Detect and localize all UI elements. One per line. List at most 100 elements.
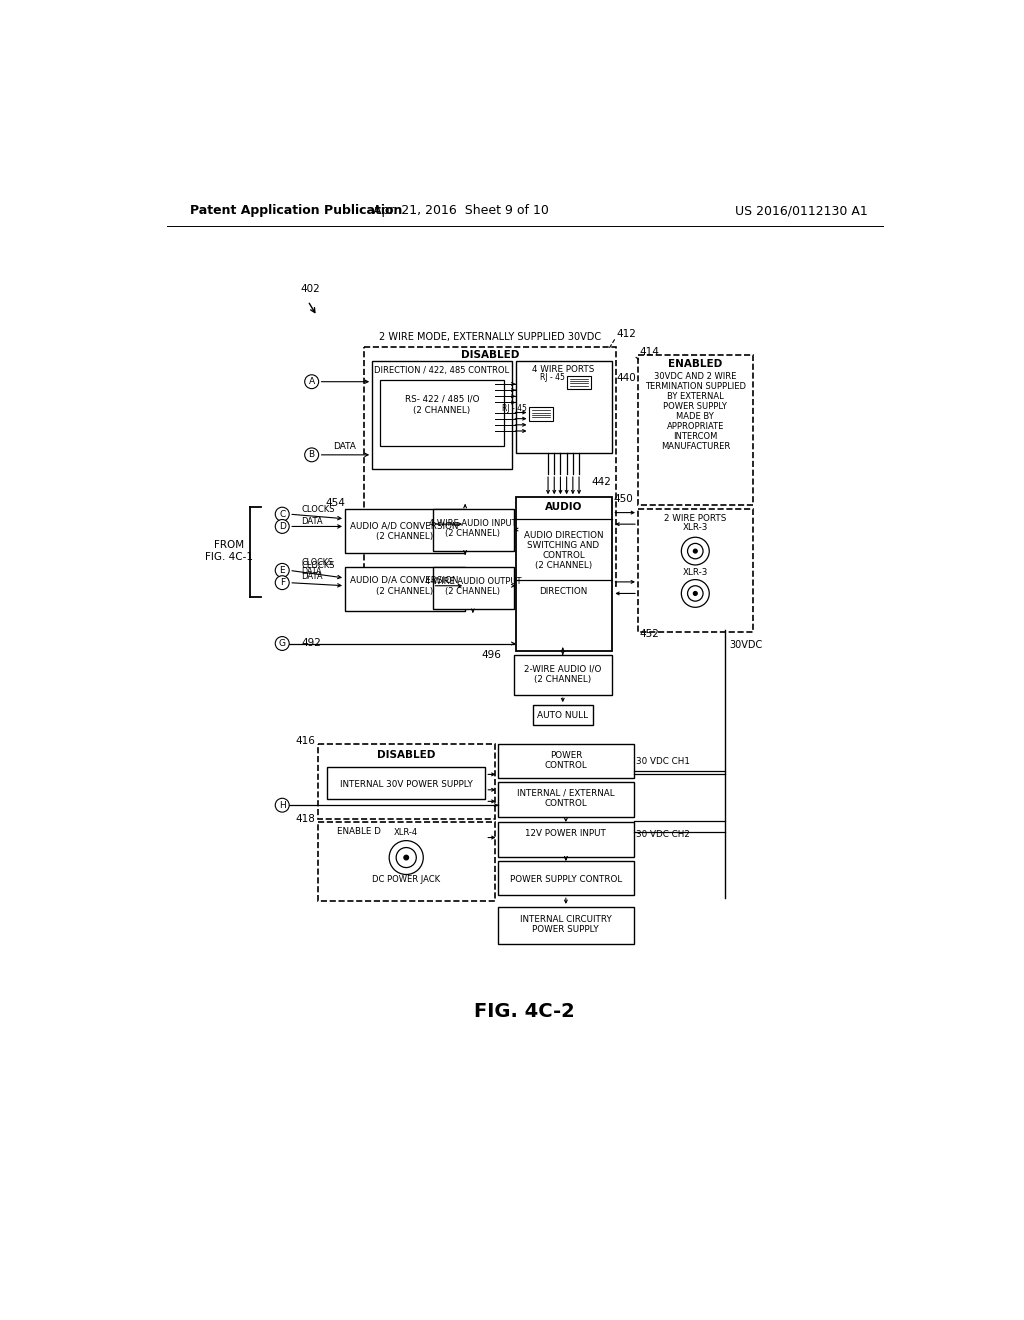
Text: INTERNAL / EXTERNAL: INTERNAL / EXTERNAL	[517, 788, 614, 797]
Text: 12V POWER INPUT: 12V POWER INPUT	[525, 829, 606, 838]
Text: D: D	[279, 521, 286, 531]
Text: AUDIO D/A CONVERSION: AUDIO D/A CONVERSION	[350, 576, 459, 585]
Bar	[328, 767, 485, 799]
Text: AUDIO: AUDIO	[545, 502, 583, 512]
Text: A: A	[308, 378, 314, 387]
Text: 442: 442	[592, 477, 611, 487]
Bar	[499, 907, 634, 944]
Bar	[432, 566, 514, 609]
Text: FROM
FIG. 4C-1: FROM FIG. 4C-1	[205, 540, 253, 562]
Text: ENABLED: ENABLED	[669, 359, 722, 370]
Text: H: H	[279, 801, 286, 809]
Circle shape	[275, 576, 289, 590]
Circle shape	[275, 636, 289, 651]
Circle shape	[681, 537, 710, 565]
Text: F: F	[280, 578, 285, 587]
Text: B: B	[308, 450, 314, 459]
Text: G: G	[279, 639, 286, 648]
Bar	[529, 407, 553, 421]
Text: 30 VDC CH2: 30 VDC CH2	[636, 830, 690, 840]
Text: MADE BY: MADE BY	[677, 412, 714, 421]
Text: AUDIO A/D CONVERSION: AUDIO A/D CONVERSION	[350, 521, 459, 531]
Text: 30VDC: 30VDC	[729, 640, 763, 649]
Text: (2 CHANNEL): (2 CHANNEL)	[376, 532, 433, 541]
Text: POWER SUPPLY CONTROL: POWER SUPPLY CONTROL	[510, 875, 622, 884]
Circle shape	[687, 586, 703, 601]
Circle shape	[275, 520, 289, 533]
Text: CLOCKS: CLOCKS	[302, 506, 335, 513]
Text: POWER SUPPLY: POWER SUPPLY	[532, 925, 599, 935]
Text: INTERNAL 30V POWER SUPPLY: INTERNAL 30V POWER SUPPLY	[340, 780, 473, 789]
Circle shape	[305, 375, 318, 388]
Text: BY EXTERNAL: BY EXTERNAL	[667, 392, 724, 401]
Bar	[317, 822, 495, 900]
Bar	[515, 498, 612, 651]
Text: DIRECTION: DIRECTION	[540, 587, 588, 597]
Circle shape	[681, 579, 710, 607]
Text: 4 WIRE PORTS: 4 WIRE PORTS	[532, 364, 595, 374]
Text: 4-WIRE AUDIO OUTPUT: 4-WIRE AUDIO OUTPUT	[425, 577, 521, 586]
Circle shape	[389, 841, 423, 875]
Bar	[567, 376, 591, 389]
Text: (2 CHANNEL): (2 CHANNEL)	[535, 676, 592, 684]
Text: 450: 450	[613, 494, 633, 504]
Bar	[345, 508, 465, 553]
Bar	[499, 743, 634, 779]
Text: DATA: DATA	[302, 568, 323, 577]
Text: AUDIO DIRECTION: AUDIO DIRECTION	[524, 531, 603, 540]
Circle shape	[687, 544, 703, 558]
Text: SWITCHING AND: SWITCHING AND	[527, 541, 600, 550]
Text: RS- 422 / 485 I/O: RS- 422 / 485 I/O	[404, 395, 479, 404]
Text: 30VDC AND 2 WIRE: 30VDC AND 2 WIRE	[654, 372, 736, 380]
Bar	[345, 566, 465, 611]
Text: 440: 440	[616, 372, 636, 383]
Bar	[499, 781, 634, 817]
Text: XLR-3: XLR-3	[683, 568, 708, 577]
Circle shape	[275, 507, 289, 521]
Text: POWER: POWER	[550, 751, 582, 759]
Text: INTERCOM: INTERCOM	[673, 432, 718, 441]
Text: AUTO NULL: AUTO NULL	[538, 710, 589, 719]
Bar	[499, 822, 634, 857]
Text: CONTROL: CONTROL	[545, 799, 587, 808]
Bar	[514, 655, 612, 696]
Text: INTERNAL CIRCUITRY: INTERNAL CIRCUITRY	[520, 916, 611, 924]
Text: 4-WIRE AUDIO INPUT: 4-WIRE AUDIO INPUT	[429, 519, 517, 528]
Text: 416: 416	[295, 737, 315, 746]
Text: 2-WIRE AUDIO I/O: 2-WIRE AUDIO I/O	[524, 664, 601, 673]
Text: XLR-3: XLR-3	[683, 524, 708, 532]
Text: 412: 412	[616, 329, 636, 339]
Text: DISABLED: DISABLED	[377, 750, 435, 760]
Text: Patent Application Publication: Patent Application Publication	[190, 205, 402, 218]
Text: C: C	[280, 510, 286, 519]
Text: 496: 496	[481, 649, 502, 660]
Bar	[515, 360, 612, 453]
Circle shape	[305, 447, 318, 462]
Circle shape	[693, 549, 697, 553]
Text: CONTROL: CONTROL	[545, 760, 587, 770]
Text: (2 CHANNEL): (2 CHANNEL)	[445, 586, 501, 595]
Bar	[638, 508, 753, 632]
Text: 30 VDC CH1: 30 VDC CH1	[636, 756, 690, 766]
Text: FIG. 4C-2: FIG. 4C-2	[474, 1002, 575, 1022]
Text: CLOCKS: CLOCKS	[302, 558, 334, 568]
Circle shape	[396, 847, 417, 867]
Bar	[499, 861, 634, 895]
Text: 418: 418	[295, 814, 315, 824]
Text: 492: 492	[302, 639, 322, 648]
Text: MANUFACTURER: MANUFACTURER	[660, 442, 730, 451]
Bar	[432, 508, 514, 552]
Text: DIRECTION / 422, 485 CONTROL: DIRECTION / 422, 485 CONTROL	[375, 366, 509, 375]
Text: DATA: DATA	[334, 442, 356, 451]
Bar	[372, 360, 512, 469]
Text: ENABLE D: ENABLE D	[337, 826, 381, 836]
Text: 2 WIRE MODE, EXTERNALLY SUPPLIED 30VDC: 2 WIRE MODE, EXTERNALLY SUPPLIED 30VDC	[379, 333, 601, 342]
Text: E: E	[280, 566, 285, 574]
Text: TERMINATION SUPPLIED: TERMINATION SUPPLIED	[645, 381, 745, 391]
Bar	[638, 355, 753, 504]
Text: Apr. 21, 2016  Sheet 9 of 10: Apr. 21, 2016 Sheet 9 of 10	[374, 205, 549, 218]
Text: (2 CHANNEL): (2 CHANNEL)	[445, 529, 501, 537]
Text: 402: 402	[300, 284, 319, 294]
Bar	[317, 743, 495, 818]
Circle shape	[403, 855, 409, 859]
